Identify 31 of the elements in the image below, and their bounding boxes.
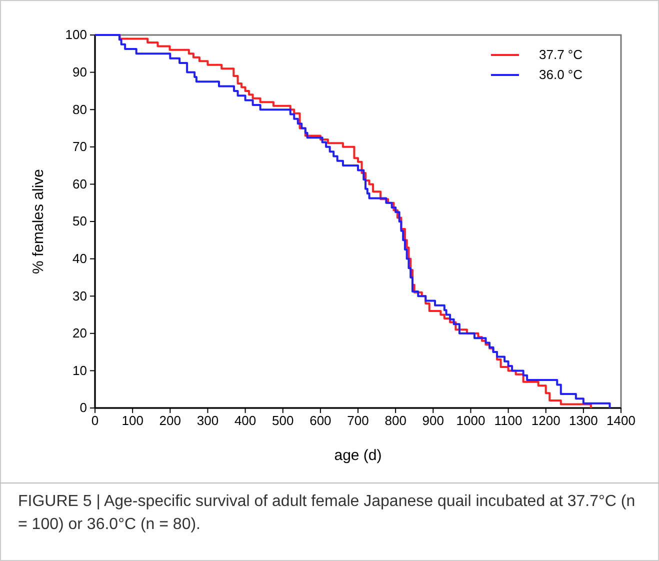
y-tick-label: 100 [65,27,87,42]
x-tick-label: 200 [159,413,181,428]
x-tick-label: 900 [422,413,444,428]
x-tick-label: 0 [91,413,99,428]
y-tick-label: 70 [72,139,87,154]
x-tick-label: 700 [347,413,369,428]
x-tick-label: 500 [272,413,294,428]
y-tick-label: 20 [72,326,87,341]
x-tick-label: 1400 [606,413,636,428]
y-axis-title: % females alive [30,168,47,274]
x-axis-title: age (d) [334,447,382,464]
x-tick-label: 1200 [531,413,560,428]
legend-label: 36.0 °C [539,67,583,82]
y-tick-label: 40 [72,250,87,266]
y-tick-label: 90 [72,64,87,80]
x-tick-label: 300 [196,413,219,428]
y-tick-label: 80 [72,102,87,117]
y-tick-label: 10 [72,362,87,378]
x-tick-label: 600 [310,413,332,428]
x-tick-label: 800 [384,413,406,428]
x-tick-label: 100 [122,413,144,428]
x-tick-label: 1300 [568,413,598,428]
legend-label: 37.7 °C [539,47,583,62]
y-tick-label: 0 [80,400,87,416]
y-tick-label: 50 [72,214,87,229]
caption: FIGURE 5 | Age-specific survival of adult female Japanese quail incubated at 37.7°C (n = 100) or 36.0°C (n = 80). [18,492,636,535]
x-tick-label: 400 [234,413,256,428]
x-tick-label: 1000 [456,413,486,428]
y-tick-label: 30 [72,288,87,304]
x-tick-label: 1100 [494,413,522,428]
y-tick-label: 60 [72,176,87,192]
